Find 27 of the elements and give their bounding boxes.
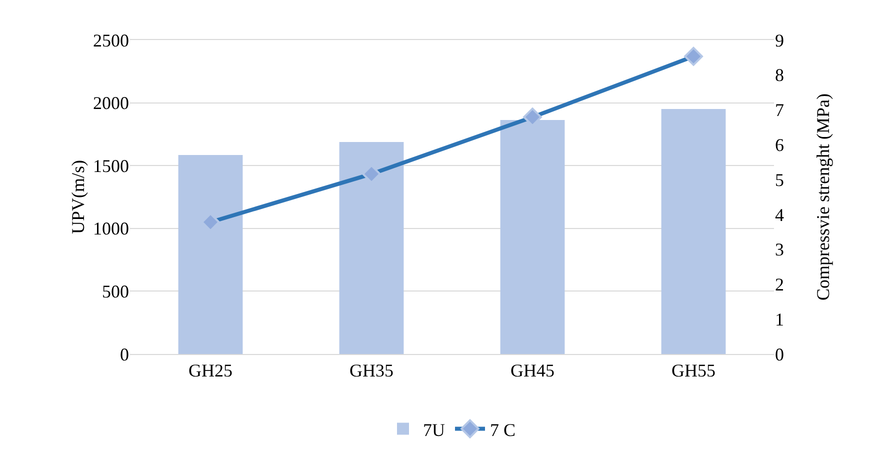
y-tick-label: 0 [120,344,129,364]
y2-axis-title: Compressvie strenght (MPa) [813,94,833,300]
y-tick-label: 1000 [93,218,129,239]
y2-tick-label: 7 [775,100,784,120]
y-axis-title: UPV(m/s) [68,160,88,234]
y2-tick-label: 3 [775,240,784,260]
y2-tick-label: 1 [775,309,784,330]
x-tick-label: GH45 [510,360,554,381]
y2-tick-label: 4 [775,204,784,225]
y-tick-label: 2500 [93,30,129,50]
bar [339,142,404,354]
y2-tick-label: 9 [775,30,784,50]
bar [178,155,243,354]
y2-tick-label: 6 [775,134,784,155]
y2-tick-label: 5 [775,170,784,190]
y2-tick-label: 2 [775,274,784,295]
y2-tick-label: 0 [775,344,784,364]
y2-tick-label: 8 [775,65,784,86]
legend-label: 7U [423,420,445,440]
legend-label: 7 C [490,420,516,440]
x-tick-label: GH25 [188,360,232,381]
bar [661,108,726,354]
y-tick-label: 1500 [93,156,129,176]
x-tick-label: GH35 [350,360,394,381]
x-tick-label: GH55 [672,360,716,381]
y-tick-label: 500 [102,282,129,302]
y-tick-label: 2000 [93,93,129,114]
